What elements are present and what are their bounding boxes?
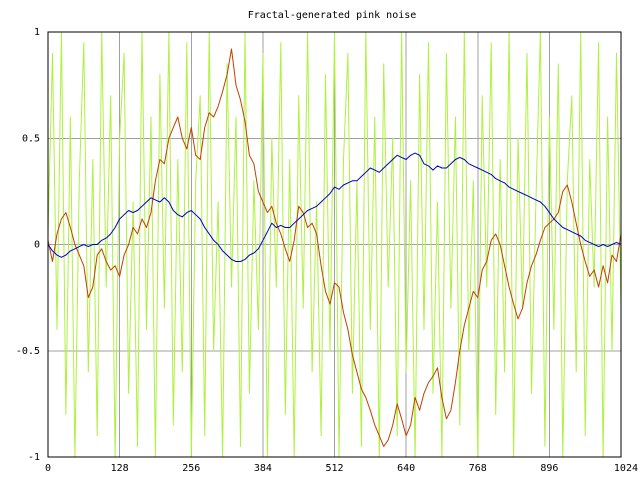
x-tick-label: 1024: [614, 463, 638, 474]
series-line-1: [47, 48, 622, 447]
x-tick-label: 128: [111, 463, 129, 474]
x-tick-label: 256: [182, 463, 200, 474]
x-tick-labels: 0 128 256 384 512 640 768 896 1024: [45, 463, 638, 474]
y-tick-label: -1: [28, 452, 40, 463]
series-line-2: [47, 152, 622, 262]
x-tick-label: 768: [469, 463, 487, 474]
x-tick-label: 384: [254, 463, 272, 474]
x-tick-label: 640: [397, 463, 415, 474]
y-tick-label: 0: [34, 240, 40, 251]
x-tick-label: 512: [325, 463, 343, 474]
y-tick-label: 1: [34, 27, 40, 38]
y-tick-labels: 1 0.5 0 -0.5 -1: [16, 27, 40, 463]
plot-frame: [47, 31, 622, 458]
chart-title: Fractal-generated pink noise: [248, 10, 417, 21]
y-tick-label: 0.5: [22, 133, 40, 144]
x-tick-label: 896: [540, 463, 558, 474]
x-tick-label: 0: [45, 463, 51, 474]
y-tick-label: -0.5: [16, 346, 40, 357]
